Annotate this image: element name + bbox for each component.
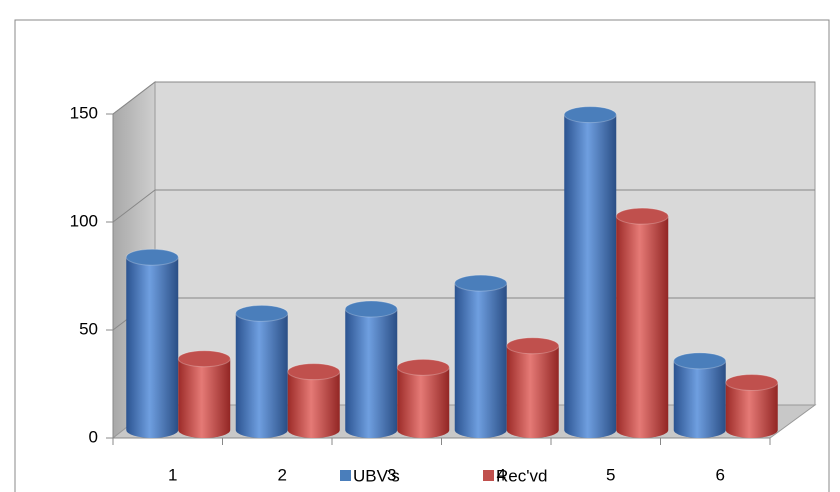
grid-line xyxy=(112,81,815,115)
legend-label: Rec'vd xyxy=(496,466,547,485)
bar-top xyxy=(177,350,231,368)
bar xyxy=(673,352,727,438)
bar-body xyxy=(616,216,669,438)
x-tick-label: 3 xyxy=(387,465,396,484)
bar xyxy=(287,363,341,438)
y-tick-label: 150 xyxy=(70,103,98,122)
bar-top xyxy=(563,106,617,124)
y-tick-label: 0 xyxy=(89,427,98,446)
bar-body xyxy=(397,367,450,438)
bar-body xyxy=(454,283,507,438)
x-tick-label: 1 xyxy=(168,465,177,484)
bar-body xyxy=(235,313,288,438)
y-tick-label: 100 xyxy=(70,211,98,230)
bar xyxy=(177,350,231,438)
bar xyxy=(454,274,508,438)
bar xyxy=(615,207,669,438)
bar-body xyxy=(506,345,559,438)
chart-border xyxy=(14,19,830,492)
bar-body xyxy=(564,114,617,438)
bar-top xyxy=(125,248,179,266)
x-tick-label: 5 xyxy=(606,465,615,484)
bar-body xyxy=(126,257,179,438)
bar-top xyxy=(454,274,508,292)
bar xyxy=(396,358,450,438)
bar-body xyxy=(178,358,231,438)
bar-body xyxy=(287,371,340,438)
x-tick-label: 2 xyxy=(278,465,287,484)
bar-top xyxy=(396,358,450,376)
bar xyxy=(344,300,398,438)
bar xyxy=(235,304,289,438)
bar xyxy=(725,373,779,438)
bar-body xyxy=(673,360,726,438)
bar xyxy=(506,337,560,438)
bar-top xyxy=(506,337,560,355)
bar xyxy=(563,106,617,438)
bar-top xyxy=(673,352,727,370)
bar-top xyxy=(344,300,398,318)
legend-swatch xyxy=(340,470,351,481)
x-tick-label: 4 xyxy=(497,465,506,484)
y-tick-label: 50 xyxy=(79,319,98,338)
legend-label: UBV's xyxy=(353,466,400,485)
bar-body xyxy=(725,382,778,438)
bar-top xyxy=(615,207,669,225)
bar xyxy=(125,248,179,438)
bar-top xyxy=(725,373,779,391)
bar-body xyxy=(345,309,398,438)
x-tick-label: 6 xyxy=(716,465,725,484)
legend-swatch xyxy=(483,470,494,481)
bar-top xyxy=(287,363,341,381)
bar-top xyxy=(235,304,289,322)
